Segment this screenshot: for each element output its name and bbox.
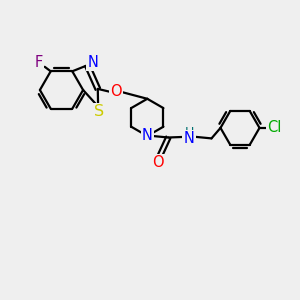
Text: N: N [142, 128, 153, 143]
Text: S: S [94, 104, 104, 119]
Text: O: O [152, 155, 164, 170]
Text: Cl: Cl [267, 120, 282, 135]
Text: N: N [184, 131, 194, 146]
Text: O: O [110, 84, 122, 99]
Text: N: N [87, 55, 98, 70]
Text: H: H [185, 126, 195, 139]
Text: F: F [34, 55, 43, 70]
